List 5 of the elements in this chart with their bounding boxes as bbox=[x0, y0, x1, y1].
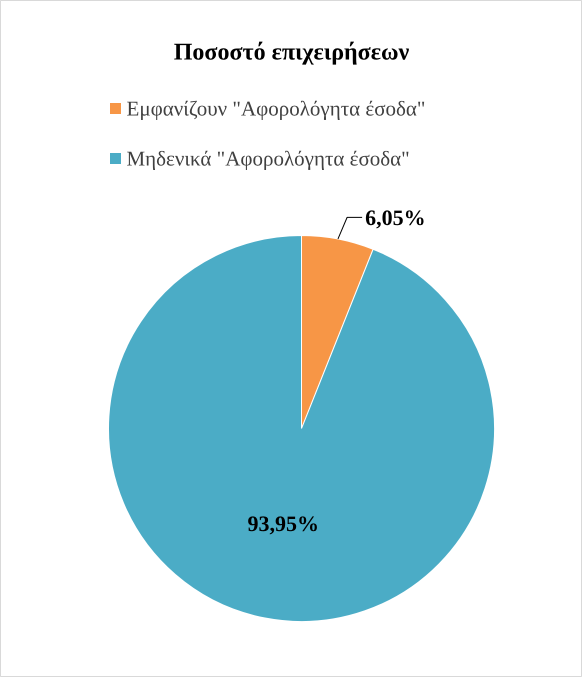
chart-title: Ποσοστό επιχειρήσεων bbox=[174, 40, 410, 66]
legend-label: Μηδενικά "Αφορολόγητα έσοδα" bbox=[126, 146, 410, 170]
data-label: 6,05% bbox=[365, 204, 426, 230]
legend-label: Εμφανίζουν "Αφορολόγητα έσοδα" bbox=[126, 96, 426, 120]
data-label: 93,95% bbox=[248, 510, 320, 536]
